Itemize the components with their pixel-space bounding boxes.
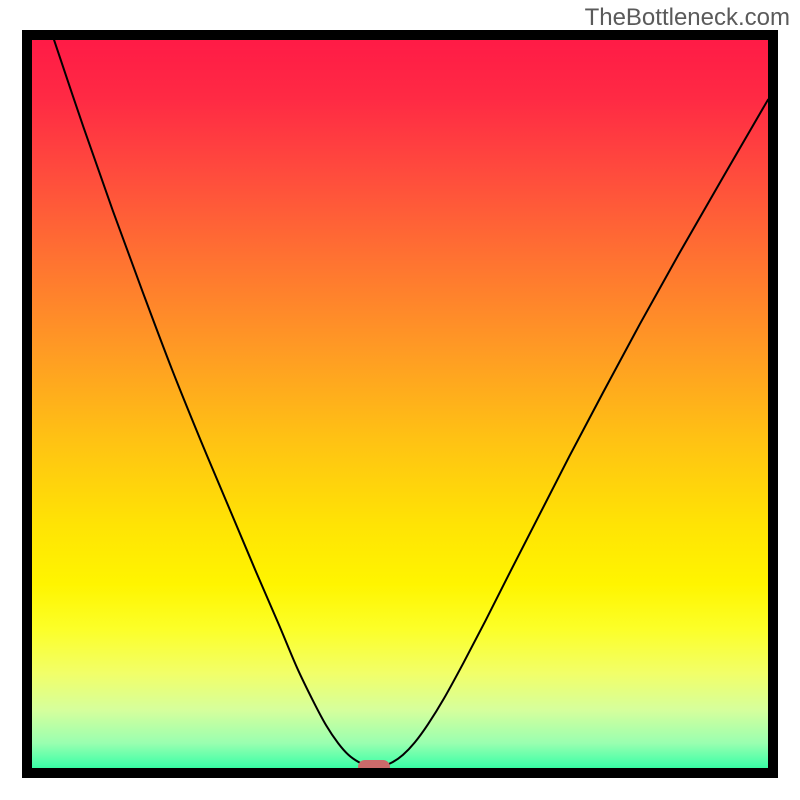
bottleneck-curve (32, 40, 768, 768)
plot-area (32, 40, 768, 768)
chart-frame: TheBottleneck.com (0, 0, 800, 800)
watermark-text: TheBottleneck.com (585, 4, 790, 32)
plot-border (22, 30, 778, 778)
optimum-marker (358, 760, 390, 768)
